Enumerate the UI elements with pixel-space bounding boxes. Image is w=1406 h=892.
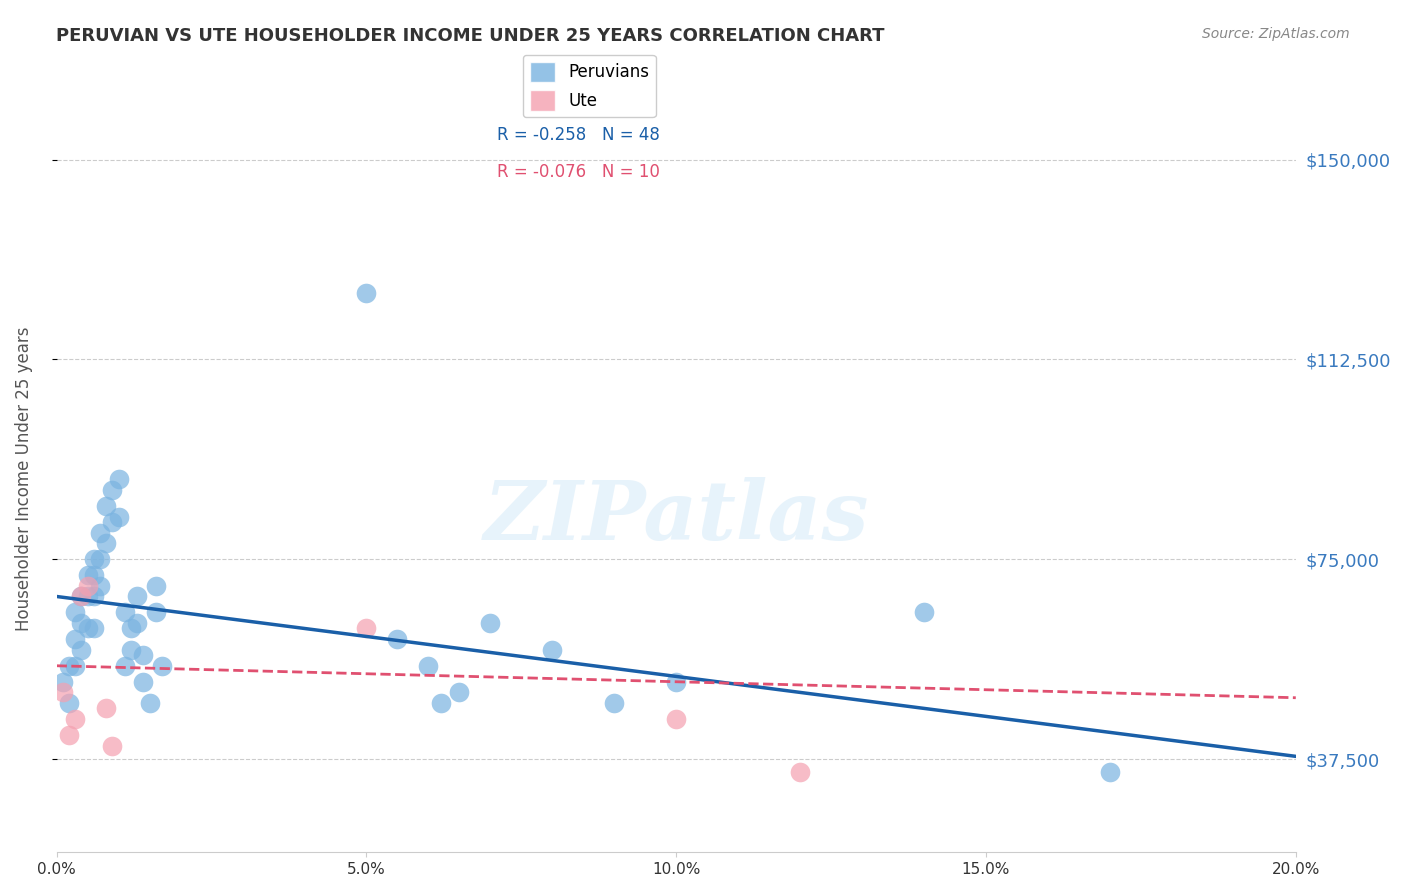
Peruvians (356, 285, 378, 300)
Peruvians (114, 606, 136, 620)
Peruvians (665, 674, 688, 689)
Ute (789, 765, 811, 780)
Peruvians (418, 658, 440, 673)
Peruvians (70, 616, 93, 631)
Peruvians (138, 696, 160, 710)
Peruvians (541, 642, 564, 657)
Ute (76, 579, 98, 593)
Y-axis label: Householder Income Under 25 years: Householder Income Under 25 years (15, 327, 32, 632)
Peruvians (120, 622, 142, 636)
Peruvians (603, 696, 626, 710)
Text: PERUVIAN VS UTE HOUSEHOLDER INCOME UNDER 25 YEARS CORRELATION CHART: PERUVIAN VS UTE HOUSEHOLDER INCOME UNDER… (56, 27, 884, 45)
Peruvians (76, 590, 98, 604)
Ute (101, 739, 124, 753)
Legend: Peruvians, Ute: Peruvians, Ute (523, 55, 655, 117)
Peruvians (89, 579, 111, 593)
Peruvians (145, 579, 167, 593)
Peruvians (76, 622, 98, 636)
Text: R = -0.258   N = 48: R = -0.258 N = 48 (496, 126, 659, 144)
Peruvians (101, 483, 124, 497)
Peruvians (145, 606, 167, 620)
Peruvians (449, 685, 471, 699)
Peruvians (107, 509, 129, 524)
Peruvians (83, 568, 105, 582)
Peruvians (52, 674, 75, 689)
Ute (52, 685, 75, 699)
Peruvians (96, 536, 118, 550)
Peruvians (70, 642, 93, 657)
Peruvians (132, 674, 155, 689)
Peruvians (479, 616, 502, 631)
Ute (96, 701, 118, 715)
Peruvians (912, 606, 935, 620)
Peruvians (89, 525, 111, 540)
Text: R = -0.076   N = 10: R = -0.076 N = 10 (496, 163, 659, 181)
Ute (356, 622, 378, 636)
Peruvians (70, 590, 93, 604)
Peruvians (83, 590, 105, 604)
Ute (63, 712, 86, 726)
Ute (70, 590, 93, 604)
Ute (58, 728, 80, 742)
Peruvians (58, 658, 80, 673)
Peruvians (107, 472, 129, 486)
Peruvians (132, 648, 155, 662)
Peruvians (429, 696, 451, 710)
Peruvians (114, 658, 136, 673)
Peruvians (76, 568, 98, 582)
Peruvians (58, 696, 80, 710)
Peruvians (127, 616, 149, 631)
Ute (665, 712, 688, 726)
Peruvians (83, 552, 105, 566)
Peruvians (120, 642, 142, 657)
Peruvians (89, 552, 111, 566)
Text: Source: ZipAtlas.com: Source: ZipAtlas.com (1202, 27, 1350, 41)
Peruvians (1098, 765, 1121, 780)
Peruvians (96, 499, 118, 513)
Peruvians (387, 632, 409, 646)
Peruvians (150, 658, 173, 673)
Peruvians (63, 606, 86, 620)
Peruvians (63, 658, 86, 673)
Text: ZIPatlas: ZIPatlas (484, 476, 869, 557)
Peruvians (127, 590, 149, 604)
Peruvians (101, 515, 124, 529)
Peruvians (83, 622, 105, 636)
Peruvians (63, 632, 86, 646)
